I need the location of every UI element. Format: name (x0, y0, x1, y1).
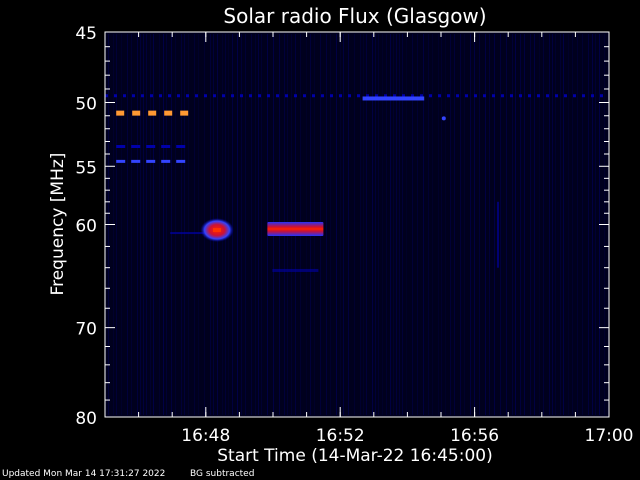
x-tick-label: 16:48 (181, 426, 230, 446)
y-tick-label: 80 (75, 409, 97, 429)
y-tick-label: 55 (75, 158, 97, 178)
plot-area (105, 32, 609, 417)
segment-49.7MHz (362, 96, 425, 101)
footer-updated: Updated Mon Mar 14 17:31:27 2022 (2, 469, 166, 479)
burst-1-tail (170, 232, 211, 235)
y-tick-label: 50 (75, 95, 97, 115)
burst-2-harmonic (272, 268, 319, 272)
x-tick-label: 17:00 (585, 426, 634, 446)
vertical-streak (497, 201, 499, 268)
burst-1-core (213, 228, 221, 233)
spectral-features (105, 94, 609, 272)
x-axis-ticks: 16:48 16:52 16:56 17:00 (138, 32, 634, 446)
isolated-spot (441, 116, 446, 121)
y-tick-label: 60 (75, 217, 97, 237)
burst-2 (267, 221, 324, 236)
y-tick-label: 70 (75, 320, 97, 340)
x-tick-label: 16:52 (316, 426, 365, 446)
y-axis-label: Frequency [MHz] (48, 153, 68, 296)
footer-note: BG subtracted (190, 469, 255, 479)
x-tick-label: 16:56 (450, 426, 499, 446)
y-tick-label: 45 (75, 24, 97, 44)
chart-title: Solar radio Flux (Glasgow) (223, 4, 486, 28)
x-axis-label: Start Time (14-Mar-22 16:45:00) (217, 446, 492, 466)
y-axis-ticks: 45 50 55 60 70 80 (75, 24, 609, 429)
